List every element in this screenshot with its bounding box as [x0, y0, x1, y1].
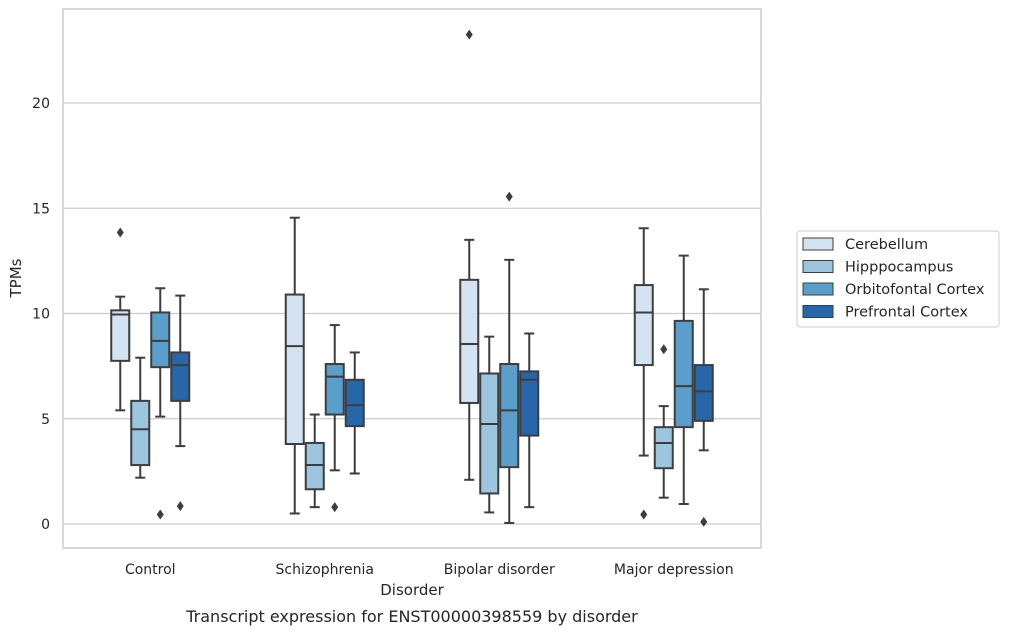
box-groups: [110, 29, 714, 527]
legend-swatch: [802, 260, 834, 273]
y-axis-label: TPMs: [7, 258, 25, 298]
y-tick-label: 5: [41, 412, 50, 428]
legend-swatch: [802, 237, 834, 251]
box-iqr: [170, 351, 191, 402]
x-tick-label: Bipolar disorder: [444, 562, 555, 578]
box-iqr: [633, 284, 654, 367]
box-hipppocampus: [304, 413, 325, 509]
legend-frame: [796, 230, 1000, 328]
x-tick-label: Major depression: [614, 562, 734, 578]
legend-swatch: [802, 305, 834, 318]
chart-caption: Transcript expression for ENST0000039855…: [185, 607, 638, 626]
outlier-point: [640, 509, 648, 520]
box-prefrontal-cortex: [170, 294, 191, 512]
box-iqr: [130, 399, 151, 467]
box-orbitofontal-cortex: [150, 287, 171, 520]
legend: Cerebellum Hipppocampus Orbitofontal Corte…: [796, 230, 1000, 328]
legend-label: Orbitofontal Cortex: [845, 282, 985, 298]
box-cerebellum: [633, 227, 654, 520]
legend-label: Hipppocampus: [845, 260, 953, 276]
x-tick-label: Schizophrenia: [276, 562, 374, 578]
box-iqr: [459, 278, 480, 404]
box-iqr: [324, 363, 345, 416]
outlier-point: [156, 509, 164, 520]
y-axis-ticks: 0 5 10 15 20: [32, 96, 50, 533]
outlier-point: [331, 502, 339, 513]
y-tick-label: 10: [32, 307, 50, 323]
x-axis-label: Disorder: [380, 581, 444, 599]
box-iqr: [284, 293, 305, 446]
x-tick-label: Control: [125, 562, 176, 578]
legend-label: Prefrontal Cortex: [845, 305, 968, 321]
box-cerebellum: [459, 29, 480, 481]
outlier-point: [505, 191, 513, 202]
box-prefrontal-cortex: [344, 351, 365, 475]
box-prefrontal-cortex: [693, 288, 714, 527]
outlier-point: [465, 29, 473, 40]
box-iqr: [110, 309, 131, 362]
box-cerebellum: [110, 227, 131, 412]
box-iqr: [673, 319, 694, 429]
legend-swatch: [802, 282, 834, 296]
box-prefrontal-cortex: [519, 332, 540, 509]
y-tick-label: 20: [32, 96, 50, 112]
y-tick-label: 15: [32, 201, 50, 217]
plot-frame: [62, 8, 762, 549]
box-orbitofontal-cortex: [499, 191, 520, 524]
box-iqr: [304, 441, 325, 491]
box-orbitofontal-cortex: [673, 254, 694, 506]
y-tick-label: 0: [41, 517, 50, 533]
box-iqr: [344, 378, 365, 428]
box-iqr: [519, 370, 540, 437]
box-hipppocampus: [653, 344, 674, 499]
outlier-point: [176, 501, 184, 512]
box-iqr: [479, 372, 500, 495]
box-iqr: [499, 363, 520, 469]
box-orbitofontal-cortex: [324, 324, 345, 513]
outlier-point: [660, 344, 668, 355]
box-iqr: [693, 364, 714, 422]
x-axis-ticks: Control Schizophrenia Bipolar disorder Majo…: [125, 562, 734, 578]
outlier-point: [116, 227, 124, 238]
box-iqr: [150, 311, 171, 369]
box-iqr: [653, 426, 674, 470]
box-hipppocampus: [479, 335, 500, 514]
legend-label: Cerebellum: [845, 237, 928, 253]
box-hipppocampus: [130, 356, 151, 479]
outlier-point: [700, 516, 708, 527]
box-cerebellum: [284, 216, 305, 515]
